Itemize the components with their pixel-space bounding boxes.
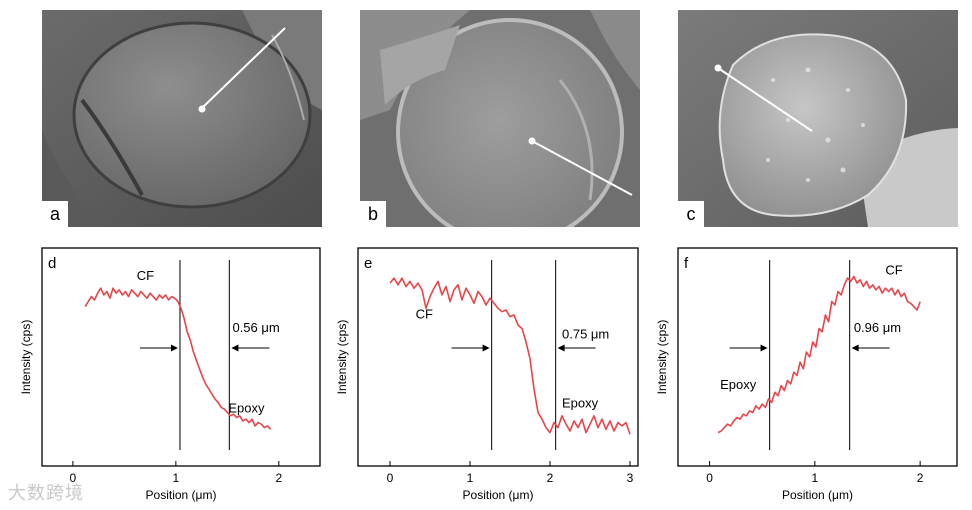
intensity-profile-line	[717, 275, 921, 434]
x-tick-label: 1	[812, 471, 819, 485]
x-tick-label: 3	[627, 471, 634, 485]
x-tick-label: 0	[706, 471, 713, 485]
annotation-label: Epoxy	[562, 395, 599, 410]
arrow-right-head	[557, 344, 565, 352]
x-tick-label: 0	[387, 471, 394, 485]
sem-image-c: c	[678, 10, 958, 227]
x-tick-label: 2	[917, 471, 924, 485]
x-axis-label: Position (μm)	[782, 488, 853, 502]
watermark: 大数跨境	[8, 483, 84, 504]
annotation-label: Epoxy	[228, 400, 265, 415]
x-tick-label: 2	[547, 471, 554, 485]
annotation-label: CF	[885, 263, 902, 278]
x-tick-label: 2	[275, 471, 282, 485]
panel-letter-f: f	[684, 255, 689, 272]
annotation-label: Epoxy	[720, 377, 757, 392]
annotation-label: 0.56 μm	[232, 320, 279, 335]
micrograph-letter-c: c	[678, 201, 704, 227]
plot-frame	[41, 247, 321, 467]
plot-frame	[677, 247, 958, 467]
arrow-left-head	[482, 344, 490, 352]
micrograph-letter-b: b	[360, 201, 386, 227]
annotation-label: CF	[137, 268, 154, 283]
x-axis-label: Position (μm)	[463, 488, 534, 502]
y-axis-label: Intensity (cps)	[19, 320, 33, 395]
intensity-profile-line	[389, 277, 631, 435]
annotation-label: 0.75 μm	[562, 327, 609, 342]
arrow-right-head	[231, 344, 239, 352]
annotation-label: 0.96 μm	[854, 320, 901, 335]
arrow-left-head	[760, 344, 768, 352]
x-axis-label: Position (μm)	[146, 488, 217, 502]
plot-frame	[357, 247, 639, 467]
micrograph-letter-a: a	[42, 201, 68, 227]
x-tick-label: 0	[70, 471, 77, 485]
annotation-label: CF	[416, 306, 433, 321]
arrow-left-head	[170, 344, 178, 352]
sem-image-a: a	[42, 10, 322, 227]
y-axis-label: Intensity (cps)	[655, 320, 669, 395]
arrow-right-head	[851, 344, 859, 352]
y-axis-label: Intensity (cps)	[335, 320, 349, 395]
panel-letter-e: e	[364, 255, 372, 272]
intensity-profile-line	[84, 287, 272, 430]
sem-image-b: b	[360, 10, 640, 227]
x-tick-label: 1	[173, 471, 180, 485]
x-tick-label: 1	[467, 471, 474, 485]
panel-letter-d: d	[48, 255, 56, 272]
